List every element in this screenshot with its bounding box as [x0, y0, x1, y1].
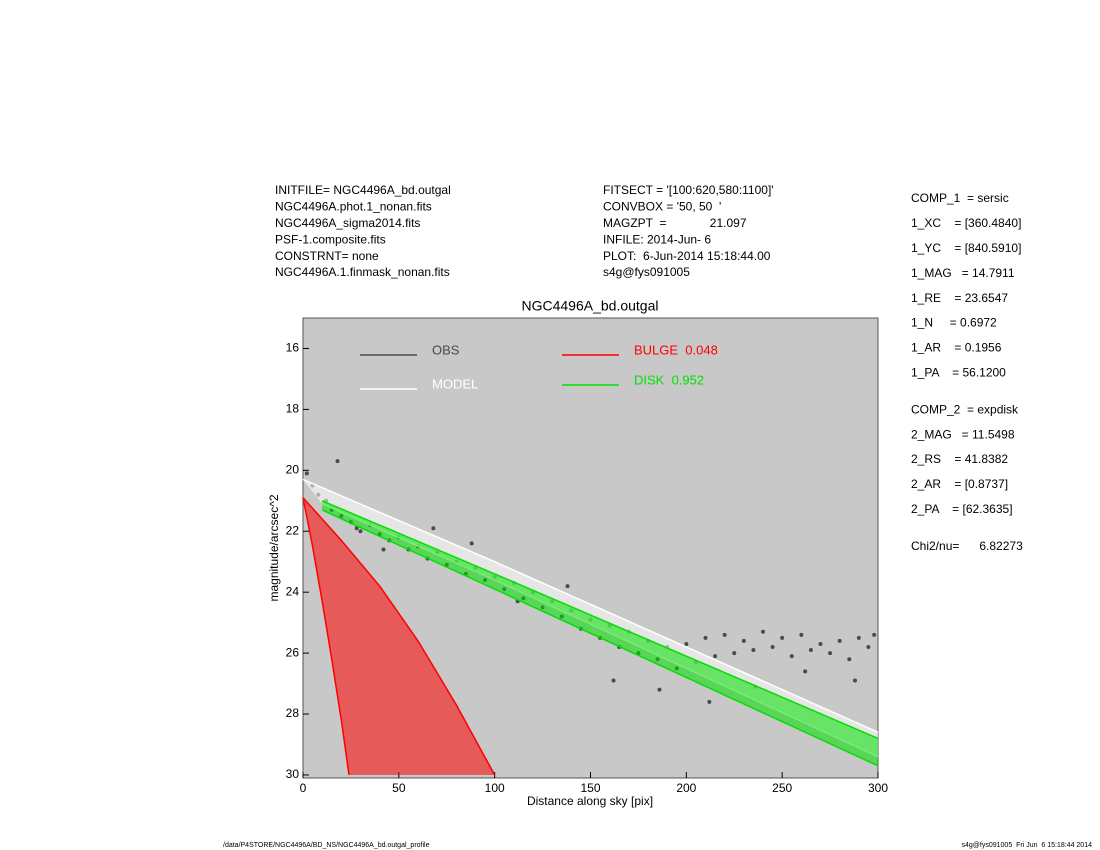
parameter-line: 2_PA = [62.3635]: [911, 502, 1013, 516]
chart-title: NGC4496A_bd.outgal: [522, 298, 659, 314]
parameter-line: 1_MAG = 14.7911: [911, 266, 1015, 280]
obs-point: [722, 632, 727, 637]
parameter-line: COMP_1 = sersic: [911, 191, 1009, 205]
obs-point: [657, 687, 662, 692]
y-tick-label: 18: [286, 402, 300, 416]
y-tick-label: 28: [286, 706, 300, 720]
model-band: [303, 497, 495, 775]
x-tick-label: 150: [580, 781, 600, 795]
obs-point: [799, 632, 804, 637]
obs-point: [684, 641, 689, 646]
x-tick-label: 250: [772, 781, 792, 795]
y-tick-label: 24: [286, 584, 300, 598]
legend-label: BULGE 0.048: [634, 342, 718, 357]
obs-point: [872, 632, 877, 637]
obs-point: [565, 584, 570, 589]
y-tick-label: 22: [286, 523, 300, 537]
obs-point: [381, 547, 386, 552]
obs-point: [703, 635, 708, 640]
y-tick-label: 16: [286, 341, 300, 355]
band-edge: [302, 478, 879, 733]
obs-point: [803, 669, 808, 674]
obs-point: [853, 678, 857, 683]
x-tick-label: 0: [300, 781, 307, 795]
obs-point: [304, 471, 309, 476]
header-left-line: PSF-1.composite.fits: [275, 232, 386, 246]
band-edge: [302, 497, 496, 776]
obs-point: [761, 629, 765, 634]
parameter-line: COMP_2 = expdisk: [911, 402, 1019, 416]
band-edge: [321, 500, 879, 740]
x-tick-label: 100: [485, 781, 505, 795]
parameter-line: 2_AR = [0.8737]: [911, 477, 1008, 491]
parameter-line: 1_YC = [840.5910]: [911, 241, 1021, 255]
legend-label: DISK 0.952: [634, 372, 704, 387]
header-middle-line: MAGZPT = 21.097: [603, 216, 747, 230]
header-left-line: NGC4496A.phot.1_nonan.fits: [275, 200, 432, 214]
legend-label: OBS: [432, 342, 460, 357]
model-band: [322, 500, 879, 766]
obs-point: [780, 635, 785, 640]
obs-point: [469, 541, 474, 546]
obs-point: [866, 645, 871, 650]
obs-point: [611, 678, 616, 683]
band-edge: [302, 497, 350, 776]
header-left-line: NGC4496A_sigma2014.fits: [275, 216, 420, 230]
obs-point: [856, 635, 861, 640]
x-tick-label: 300: [868, 781, 888, 795]
header-left-line: INITFILE= NGC4496A_bd.outgal: [275, 183, 451, 197]
y-tick-label: 20: [286, 462, 300, 476]
legend-label: MODEL: [432, 376, 478, 391]
obs-point: [818, 641, 823, 646]
obs-point: [713, 654, 718, 659]
parameter-line: 1_RE = 23.6547: [911, 291, 1008, 305]
obs-point: [707, 699, 712, 704]
obs-point: [828, 651, 833, 656]
obs-point: [431, 526, 436, 531]
obs-point: [789, 654, 794, 659]
obs-point: [732, 651, 737, 656]
header-left-line: NGC4496A.1.finmask_nonan.fits: [275, 265, 450, 279]
y-axis-label: magnitude/arcsec^2: [267, 494, 281, 601]
header-middle-line: FITSECT = '[100:620,580:1100]': [603, 183, 774, 197]
parameter-line: 2_MAG = 11.5498: [911, 427, 1015, 441]
footer-left: /data/P4STORE/NGC4496A/BD_NS/NGC4496A_bd…: [223, 842, 430, 849]
header-middle-line: PLOT: 6-Jun-2014 15:18:44.00: [603, 249, 771, 263]
obs-point: [335, 459, 340, 464]
parameter-line: 1_AR = 0.1956: [911, 341, 1002, 355]
obs-point: [751, 648, 756, 653]
obs-point: [354, 526, 359, 531]
x-tick-label: 200: [676, 781, 696, 795]
obs-point: [741, 638, 746, 643]
obs-point: [808, 648, 813, 653]
x-axis-label: Distance along sky [pix]: [527, 794, 653, 808]
parameter-line: 1_PA = 56.1200: [911, 365, 1006, 379]
obs-point: [847, 657, 852, 662]
header-middle-line: s4g@fys091005: [603, 265, 690, 279]
obs-point: [837, 638, 842, 643]
footer-right: s4g@fys091005 Fri Jun 6 15:18:44 2014: [962, 842, 1093, 849]
parameter-line: 1_N = 0.6972: [911, 316, 997, 330]
x-tick-label: 50: [392, 781, 406, 795]
y-tick-label: 26: [286, 645, 300, 659]
parameter-line: Chi2/nu= 6.82273: [911, 539, 1023, 553]
header-left-line: CONSTRNT= none: [275, 249, 379, 263]
band-edge: [321, 509, 879, 767]
y-tick-label: 30: [286, 767, 300, 781]
header-middle-line: INFILE: 2014-Jun- 6: [603, 232, 711, 246]
parameter-line: 2_RS = 41.8382: [911, 452, 1008, 466]
parameter-line: 1_XC = [360.4840]: [911, 216, 1021, 230]
obs-point: [770, 645, 775, 650]
header-middle-line: CONVBOX = '50, 50 ': [603, 200, 721, 214]
obs-point: [358, 529, 363, 534]
